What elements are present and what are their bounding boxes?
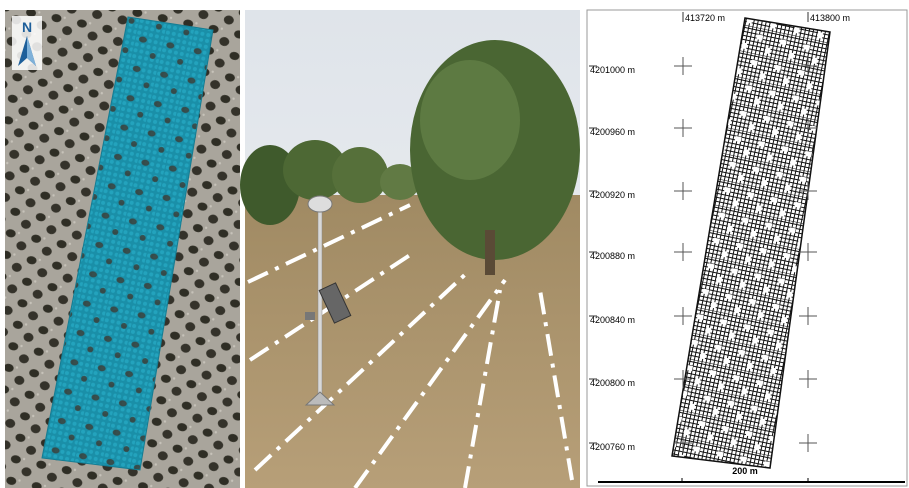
bracket [305,312,315,320]
field-photo [240,10,580,488]
point-plot: 200 m 413720 m 413800 m 4201000 m 4200960 m… [587,10,907,486]
gps-pole [318,205,322,400]
y-label: 4201000 m [590,65,635,75]
y-label: 4200800 m [590,378,635,388]
figure: N 200 m 413720 m4 [0,0,909,488]
satellite-panel: N [5,10,240,488]
y-label: 4200880 m [590,251,635,261]
scale-label: 200 m [732,466,758,476]
north-label: N [22,19,32,35]
y-label: 4200960 m [590,127,635,137]
x-label: 413720 m [685,13,725,23]
trunk [485,230,495,275]
y-label: 4200760 m [590,442,635,452]
x-label: 413800 m [810,13,850,23]
gps-antenna [308,196,332,212]
tree [420,60,520,180]
y-label: 4200840 m [590,315,635,325]
y-label: 4200920 m [590,190,635,200]
tree [332,147,388,203]
